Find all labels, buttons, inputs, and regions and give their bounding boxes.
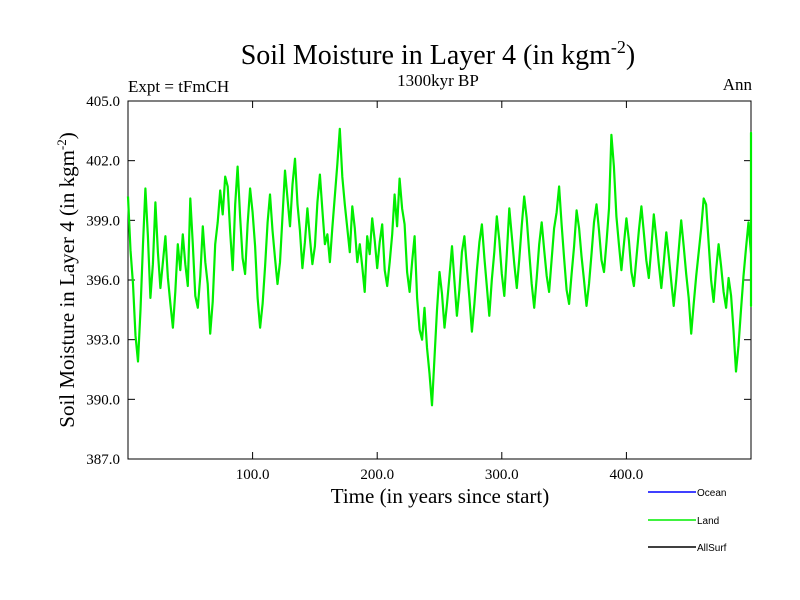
legend-label-allsurf: AllSurf: [697, 543, 727, 554]
x-tick-label: 200.0: [360, 467, 394, 483]
legend: Ocean Land AllSurf: [648, 488, 727, 554]
x-axis-label: Time (in years since start): [331, 484, 550, 508]
y-axis-label: Soil Moisture in Layer 4 (in kgm-2): [54, 132, 79, 427]
legend-label-ocean: Ocean: [697, 488, 726, 499]
y-tick-label: 393.0: [86, 333, 120, 349]
x-tick-label: 300.0: [485, 467, 519, 483]
y-tick-label: 399.0: [86, 213, 120, 229]
y-tick-label: 390.0: [86, 392, 120, 408]
x-tick-label: 400.0: [610, 467, 644, 483]
y-axis: 387.0 390.0 393.0 396.0 399.0 402.0 405.0: [86, 94, 751, 468]
series-line-land: [126, 127, 753, 407]
x-tick-label: 100.0: [236, 467, 270, 483]
subtitle-season: Ann: [723, 75, 753, 94]
y-tick-label: 402.0: [86, 154, 120, 170]
y-tick-label: 387.0: [86, 452, 120, 468]
y-tick-label: 405.0: [86, 94, 120, 110]
subtitle-experiment: Expt = tFmCH: [128, 77, 229, 96]
x-axis: 100.0 200.0 300.0 400.0: [236, 101, 644, 483]
subtitle-period: 1300kyr BP: [397, 71, 479, 90]
y-tick-label: 396.0: [86, 273, 120, 289]
chart-title: Soil Moisture in Layer 4 (in kgm-2): [241, 37, 636, 71]
legend-label-land: Land: [697, 516, 719, 527]
